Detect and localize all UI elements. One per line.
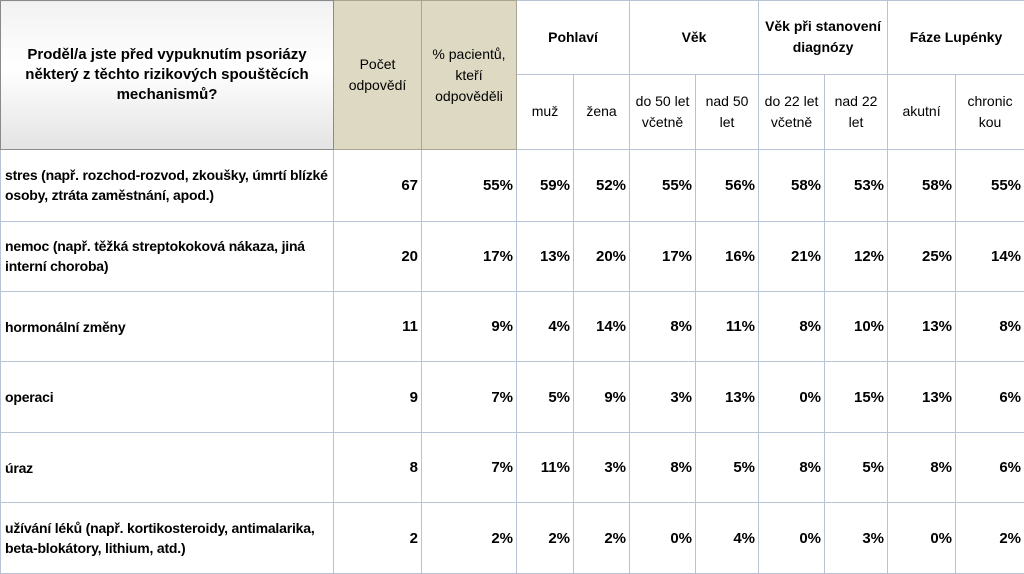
cell-age-over-50: 56% (695, 149, 760, 222)
cell-diag-under-22: 21% (758, 220, 826, 292)
cell-male: 59% (516, 149, 574, 222)
cell-chronic: 55% (955, 149, 1024, 222)
row-count: 20 (333, 220, 422, 292)
row-count: 8 (333, 431, 422, 504)
cell-chronic: 8% (955, 290, 1024, 363)
cell-female: 52% (572, 149, 631, 222)
cell-chronic: 2% (955, 502, 1024, 574)
question-header: Proděl/a jste před vypuknutím psoriázy n… (0, 0, 334, 151)
cell-diag-over-22: 3% (824, 502, 889, 574)
row-label: stres (např. rozchod-rozvod, zkoušky, úm… (0, 149, 334, 222)
row-count: 11 (333, 290, 422, 363)
cell-diag-over-22: 10% (824, 290, 889, 363)
cell-chronic: 6% (955, 431, 1024, 504)
cell-diag-under-22: 58% (758, 149, 826, 222)
cell-male: 11% (516, 431, 574, 504)
row-count: 9 (333, 361, 422, 433)
subheader-female: žena (572, 73, 631, 151)
cell-age-under-50: 17% (629, 220, 697, 292)
count-header: Počet odpovědí (333, 0, 422, 151)
group-header-phase: Fáze Lupénky (887, 0, 1024, 75)
cell-diag-over-22: 5% (824, 431, 889, 504)
cell-diag-under-22: 0% (758, 502, 826, 574)
cell-percent-total: 7% (421, 361, 517, 433)
table-row: stres (např. rozchod-rozvod, zkoušky, úm… (0, 149, 1024, 222)
cell-percent-total: 9% (421, 290, 517, 363)
group-header-age-at-diagnosis: Věk při stanovení diagnózy (758, 0, 889, 75)
row-count: 67 (333, 149, 422, 222)
cell-female: 3% (572, 431, 631, 504)
table-row: operaci 9 7% 5% 9% 3% 13% 0% 15% 13% 6% (0, 361, 1024, 433)
cell-acute: 13% (887, 290, 957, 363)
table-row: hormonální změny 11 9% 4% 14% 8% 11% 8% … (0, 290, 1024, 363)
cell-acute: 0% (887, 502, 957, 574)
cell-diag-over-22: 15% (824, 361, 889, 433)
cell-age-over-50: 11% (695, 290, 760, 363)
cell-female: 20% (572, 220, 631, 292)
cell-diag-over-22: 12% (824, 220, 889, 292)
header-row-subgroups: muž žena do 50 let včetně nad 50 let do … (1, 73, 1024, 151)
cell-percent-total: 7% (421, 431, 517, 504)
row-label: operaci (0, 361, 334, 433)
cell-acute: 58% (887, 149, 957, 222)
cell-female: 2% (572, 502, 631, 574)
cell-diag-under-22: 0% (758, 361, 826, 433)
subheader-diag-over-22: nad 22 let (824, 73, 889, 151)
cell-percent-total: 55% (421, 149, 517, 222)
row-label: úraz (0, 431, 334, 504)
subheader-male: muž (516, 73, 574, 151)
group-header-age: Věk (629, 0, 760, 75)
subheader-acute: akutní (887, 73, 957, 151)
cell-age-under-50: 55% (629, 149, 697, 222)
cell-age-under-50: 3% (629, 361, 697, 433)
percent-header: % pacientů, kteří odpověděli (421, 0, 517, 151)
cell-chronic: 14% (955, 220, 1024, 292)
cell-age-under-50: 8% (629, 290, 697, 363)
table-row: nemoc (např. těžká streptokoková nákaza,… (0, 220, 1024, 292)
cell-age-under-50: 8% (629, 431, 697, 504)
cell-age-over-50: 16% (695, 220, 760, 292)
row-label: nemoc (např. těžká streptokoková nákaza,… (0, 220, 334, 292)
cell-acute: 25% (887, 220, 957, 292)
header-row-groups: Proděl/a jste před vypuknutím psoriázy n… (0, 0, 1024, 151)
cell-female: 9% (572, 361, 631, 433)
cell-acute: 13% (887, 361, 957, 433)
cell-age-over-50: 5% (695, 431, 760, 504)
cell-percent-total: 2% (421, 502, 517, 574)
subheader-chronic: chronic kou (955, 73, 1024, 151)
group-header-gender: Pohlaví (515, 0, 631, 75)
subheader-diag-under-22: do 22 let včetně (758, 73, 826, 151)
row-label: hormonální změny (0, 290, 334, 363)
cell-chronic: 6% (955, 361, 1024, 433)
cell-male: 5% (516, 361, 574, 433)
cell-age-under-50: 0% (629, 502, 697, 574)
table-row: užívání léků (např. kortikosteroidy, ant… (0, 502, 1024, 574)
cell-percent-total: 17% (421, 220, 517, 292)
subheader-age-under-50: do 50 let včetně (629, 73, 697, 151)
row-count: 2 (333, 502, 422, 574)
table-row: úraz 8 7% 11% 3% 8% 5% 8% 5% 8% 6% (0, 431, 1024, 504)
cell-diag-over-22: 53% (824, 149, 889, 222)
cell-diag-under-22: 8% (758, 431, 826, 504)
cell-male: 2% (516, 502, 574, 574)
cell-female: 14% (572, 290, 631, 363)
row-label: užívání léků (např. kortikosteroidy, ant… (0, 502, 334, 574)
cell-acute: 8% (887, 431, 957, 504)
cell-male: 13% (516, 220, 574, 292)
cell-male: 4% (516, 290, 574, 363)
subheader-age-over-50: nad 50 let (695, 73, 760, 151)
cell-diag-under-22: 8% (758, 290, 826, 363)
cell-age-over-50: 4% (695, 502, 760, 574)
cell-age-over-50: 13% (695, 361, 760, 433)
